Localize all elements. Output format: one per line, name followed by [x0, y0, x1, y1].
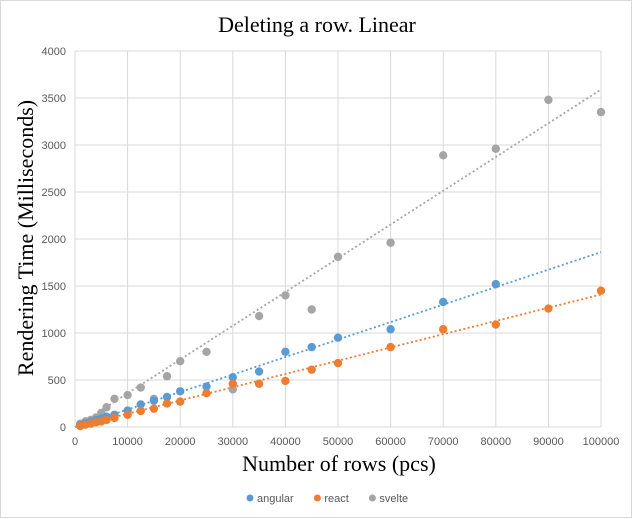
point-svelte-15: [281, 291, 290, 300]
legend: angular react svelte: [246, 493, 408, 505]
y-tick-label-4: 2000: [42, 234, 66, 246]
y-tick-label-3: 1500: [42, 281, 66, 293]
point-react-9: [149, 404, 159, 413]
x-tick-label-4: 40000: [270, 436, 301, 448]
x-tick-label-10: 100000: [583, 436, 620, 448]
x-tick-label-8: 80000: [481, 436, 512, 448]
data-points: [76, 95, 606, 431]
chart-title: Deleting a row. Linear: [218, 12, 416, 37]
x-tick-label-9: 90000: [533, 436, 564, 448]
point-react-11: [176, 397, 185, 406]
point-svelte-18: [386, 238, 395, 247]
point-svelte-21: [544, 95, 553, 105]
y-tick-labels: 0 500 1000 1500 2000 2500 3000 3500 4000: [42, 46, 66, 434]
legend-label-react: react: [324, 493, 348, 505]
gridlines: [74, 50, 602, 428]
y-tick-label-5: 2500: [42, 187, 66, 199]
point-angular-8: [136, 400, 145, 409]
point-angular-19: [439, 297, 448, 307]
y-axis-title: Rendering Time (Milliseconds): [13, 100, 38, 376]
point-react-15: [281, 376, 290, 386]
point-svelte-5: [102, 403, 111, 412]
x-tick-label-7: 70000: [428, 436, 459, 448]
point-svelte-6: [110, 394, 119, 403]
legend-label-angular: angular: [257, 493, 294, 505]
point-react-16: [307, 365, 316, 374]
point-svelte-10: [162, 372, 172, 381]
y-tick-label-7: 3500: [42, 93, 66, 105]
point-svelte-19: [439, 151, 448, 160]
point-svelte-17: [333, 252, 343, 262]
point-angular-12: [202, 382, 211, 391]
point-angular-16: [307, 342, 316, 352]
y-tick-label-8: 4000: [42, 46, 66, 58]
point-svelte-8: [136, 383, 145, 392]
x-tick-label-6: 60000: [375, 436, 406, 448]
point-angular-10: [162, 392, 172, 402]
point-react-5: [102, 415, 111, 425]
legend-marker-angular: [246, 494, 254, 502]
point-react-18: [386, 342, 395, 352]
legend-label-svelte: svelte: [379, 493, 408, 505]
point-angular-18: [386, 325, 395, 334]
point-svelte-14: [254, 311, 264, 321]
point-svelte-20: [491, 144, 500, 153]
point-react-20: [491, 320, 500, 329]
point-react-12: [202, 388, 211, 398]
point-react-13: [228, 379, 237, 388]
y-tick-label-6: 3000: [42, 140, 66, 152]
point-angular-15: [281, 347, 290, 356]
point-svelte-12: [202, 347, 211, 356]
point-react-7: [123, 410, 132, 419]
point-angular-13: [228, 372, 237, 382]
point-angular-17: [333, 333, 343, 342]
x-tick-label-1: 10000: [112, 436, 143, 448]
point-svelte-7: [123, 390, 132, 400]
point-react-19: [439, 325, 448, 334]
point-svelte-11: [176, 357, 185, 366]
x-axis-title: Number of rows (pcs): [242, 451, 436, 476]
point-react-17: [333, 358, 343, 368]
point-angular-14: [254, 367, 264, 376]
point-angular-11: [176, 387, 185, 396]
point-react-21: [544, 304, 553, 313]
x-tick-labels: 0 10000 20000 30000 40000 50000 60000 70000 8000…: [72, 436, 619, 448]
x-tick-label-2: 20000: [165, 436, 196, 448]
point-react-22: [596, 286, 606, 295]
y-tick-label-0: 0: [60, 422, 66, 434]
x-tick-label-5: 50000: [323, 436, 354, 448]
y-tick-label-1: 500: [48, 375, 66, 387]
x-tick-label-3: 30000: [218, 436, 249, 448]
point-svelte-16: [307, 305, 316, 314]
point-react-14: [254, 379, 264, 388]
y-tick-label-2: 1000: [42, 328, 66, 340]
point-svelte-22: [596, 107, 606, 117]
point-react-6: [110, 413, 119, 423]
legend-marker-svelte: [368, 494, 376, 502]
x-tick-label-0: 0: [72, 436, 78, 448]
point-angular-9: [149, 396, 159, 405]
legend-marker-react: [313, 494, 321, 502]
point-react-8: [136, 406, 145, 416]
point-react-10: [162, 399, 172, 408]
point-angular-20: [491, 279, 500, 289]
